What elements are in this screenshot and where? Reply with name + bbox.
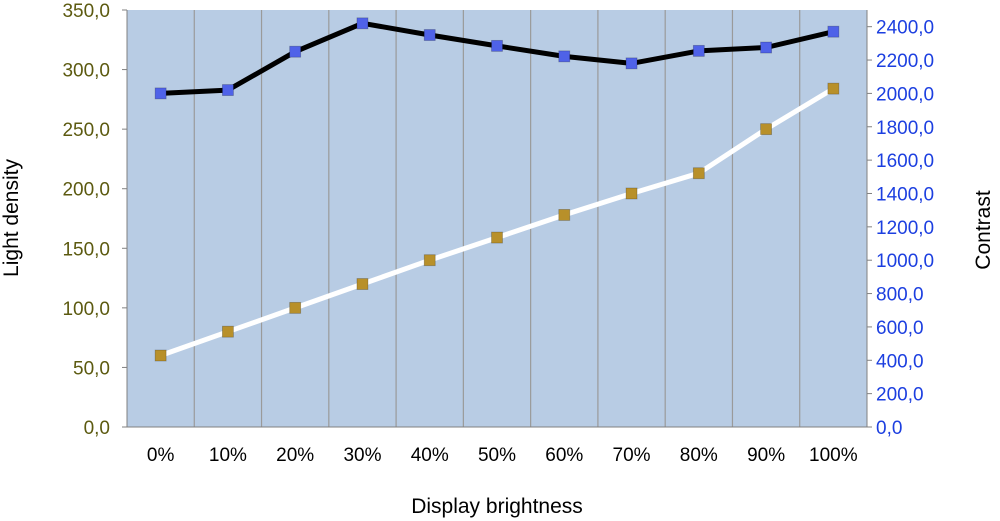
series-1-point: [558, 209, 571, 221]
series-1-point: [222, 325, 234, 338]
series-2-point: [154, 87, 167, 100]
x-tick-label: 80%: [680, 445, 718, 466]
series-1-point: [154, 349, 167, 362]
right-tick-label: 1000,0: [876, 251, 934, 272]
series-2-point: [625, 57, 638, 70]
series-1-point: [692, 167, 705, 180]
series-2-point: [222, 84, 234, 96]
right-tick-label: 1200,0: [876, 218, 934, 239]
left-tick-label: 100,0: [62, 299, 110, 320]
series-2-point: [423, 29, 436, 41]
series-2-point: [760, 41, 772, 54]
x-tick-label: 90%: [747, 445, 785, 466]
right-tick-label: 1800,0: [876, 118, 934, 139]
plot-area: [127, 10, 867, 427]
series-2-point: [692, 44, 705, 57]
right-tick-label: 1600,0: [876, 151, 934, 172]
left-tick-label: 50,0: [73, 358, 110, 379]
series-2-point: [827, 25, 840, 38]
series-1-point: [827, 82, 840, 95]
x-tick-label: 40%: [411, 445, 449, 466]
right-tick-label: 2000,0: [876, 84, 934, 105]
series-2-point: [491, 39, 503, 52]
left-axis-ticks: 0,0 50,0 100,0 150,0 200,0 250,0 300,0 350,0: [62, 1, 127, 439]
series-2-point: [289, 45, 302, 58]
x-axis-title: Display brightness: [411, 495, 583, 518]
x-tick-label: 0%: [147, 445, 175, 466]
x-tick-label: 10%: [209, 445, 247, 466]
left-axis-title: Light density: [0, 159, 23, 277]
left-tick-label: 250,0: [62, 120, 110, 141]
right-tick-label: 800,0: [876, 285, 924, 306]
series-1-point: [423, 254, 436, 267]
right-tick-label: 2200,0: [876, 51, 934, 72]
right-tick-label: 200,0: [876, 385, 924, 406]
x-tick-label: 20%: [276, 445, 314, 466]
left-tick-label: 350,0: [62, 1, 110, 22]
left-tick-label: 0,0: [84, 418, 110, 439]
series-layer: [154, 17, 840, 362]
x-tick-label: 50%: [478, 445, 516, 466]
right-axis-title: Contrast: [972, 190, 995, 270]
series-1-point: [625, 187, 638, 200]
x-tick-label: 30%: [343, 445, 381, 466]
series-2-point: [356, 17, 369, 30]
x-tick-label: 70%: [613, 445, 651, 466]
right-tick-label: 1400,0: [876, 184, 934, 205]
left-tick-label: 300,0: [62, 61, 110, 82]
series-2-point: [558, 50, 571, 63]
grid-layer: [126, 10, 868, 428]
x-tick-label: 60%: [545, 445, 583, 466]
right-axis-ticks: 0,0 200,0 400,0 600,0 800,0 1000,0 1200,0 1400,…: [867, 18, 934, 439]
x-axis-ticks: 0% 10% 20% 30% 40% 50% 60% 70% 80% 90% 100%: [147, 445, 858, 466]
left-tick-label: 150,0: [62, 239, 110, 260]
right-tick-label: 0,0: [876, 418, 902, 439]
x-tick-label: 100%: [809, 445, 858, 466]
right-tick-label: 600,0: [876, 318, 924, 339]
series-1-point: [356, 278, 369, 290]
series-1-point: [289, 301, 302, 314]
right-tick-label: 2400,0: [876, 18, 934, 39]
series-1-point: [760, 123, 772, 136]
series-1-point: [491, 231, 503, 244]
left-tick-label: 200,0: [62, 180, 110, 201]
right-tick-label: 400,0: [876, 351, 924, 372]
